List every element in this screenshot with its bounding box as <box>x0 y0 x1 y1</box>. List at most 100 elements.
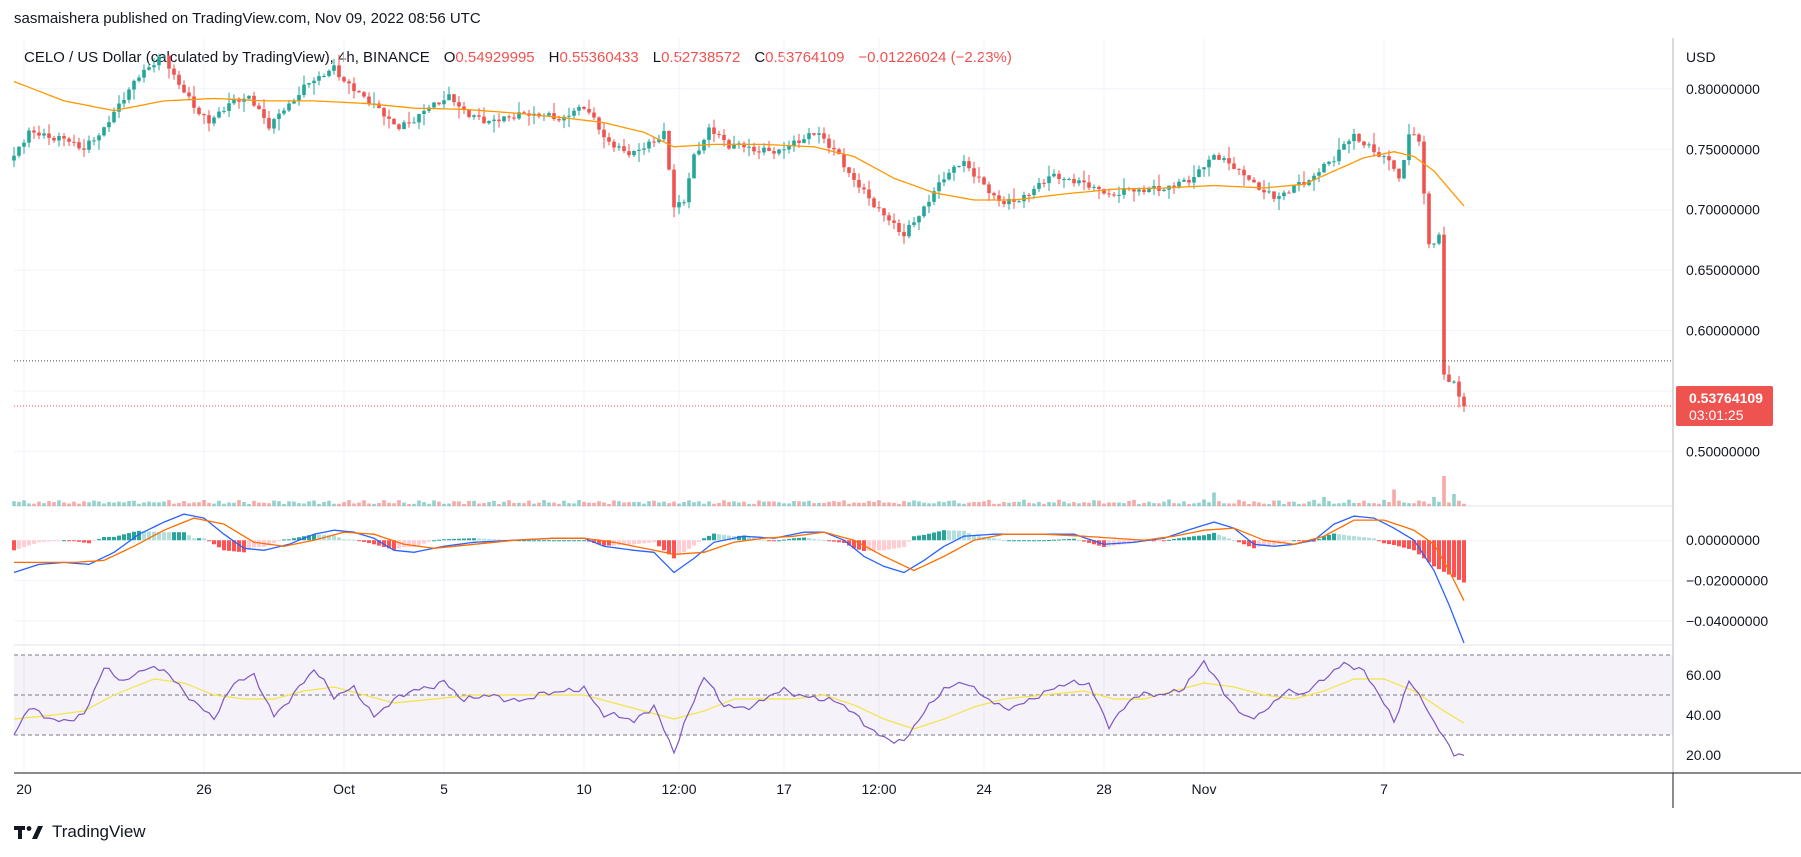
volume-bar <box>1327 501 1331 506</box>
candle <box>992 193 996 196</box>
candle <box>662 130 666 140</box>
symbol-name[interactable]: CELO / US Dollar (calculated by TradingV… <box>24 49 430 66</box>
candle <box>1247 175 1251 180</box>
candle <box>1442 234 1446 375</box>
volume-bar <box>497 503 501 506</box>
candle <box>1077 180 1081 184</box>
macd-hist-bar <box>632 540 636 545</box>
candle <box>747 146 751 148</box>
candle <box>472 115 476 117</box>
candle <box>342 77 346 82</box>
volume-bar <box>717 503 721 506</box>
macd-hist-bar <box>287 539 291 541</box>
candle <box>1412 134 1416 136</box>
volume-bar <box>452 501 456 506</box>
candle <box>1172 185 1176 187</box>
volume-bar <box>862 502 866 506</box>
candle <box>547 113 551 116</box>
footer-brand-label: TradingView <box>52 822 146 841</box>
macd-hist-bar <box>1017 540 1021 542</box>
macd-hist-bar <box>687 540 691 549</box>
volume-bar <box>972 501 976 506</box>
candle <box>1107 193 1111 195</box>
candle <box>152 65 156 68</box>
volume-bar <box>872 502 876 506</box>
moving-average <box>13 80 1465 207</box>
volume-bar <box>1397 500 1401 506</box>
candle <box>402 122 406 130</box>
macd-hist-bar <box>252 540 256 548</box>
macd-hist-bar <box>1087 540 1091 543</box>
candle <box>842 154 846 168</box>
macd-hist-bar <box>747 536 751 541</box>
candle <box>572 110 576 116</box>
macd-hist-bar <box>22 540 26 548</box>
candle <box>1032 188 1036 196</box>
change-value: −0.01226024 (−2.23%) <box>858 49 1012 66</box>
macd-hist-bar <box>1072 538 1076 541</box>
candle <box>772 151 776 154</box>
volume-bar <box>1212 492 1216 506</box>
macd-hist-bar <box>917 535 921 541</box>
volume-bar <box>1077 503 1081 506</box>
volume-bar <box>512 503 516 506</box>
macd-hist-bar <box>377 540 381 546</box>
macd-hist-bar <box>1182 537 1186 541</box>
macd-hist-bar <box>1377 540 1381 542</box>
macd-hist-bar <box>657 540 661 547</box>
candle <box>67 138 71 142</box>
candle <box>872 198 876 208</box>
volume-bar <box>707 501 711 506</box>
macd-hist-bar <box>1247 540 1251 547</box>
candle <box>362 92 366 97</box>
candle <box>562 116 566 121</box>
macd-hist-bar <box>77 540 81 542</box>
symbol-legend: CELO / US Dollar (calculated by TradingV… <box>24 49 1012 66</box>
volume-bar <box>977 502 981 506</box>
macd-hist-bar <box>1032 540 1036 542</box>
candle <box>652 141 656 143</box>
candle <box>42 133 46 136</box>
macd-hist-bar <box>1412 540 1416 551</box>
candle <box>1462 396 1466 407</box>
volume-bar <box>1292 501 1296 506</box>
footer-brand[interactable]: TradingView <box>14 822 146 842</box>
macd-hist-bar <box>447 539 451 541</box>
volume-bar <box>37 501 41 506</box>
volume-bar <box>997 503 1001 506</box>
volume-bar <box>457 501 461 506</box>
volume-bar <box>932 503 936 506</box>
macd-hist-bar <box>132 531 136 541</box>
currency-label: USD <box>1686 49 1716 65</box>
candle <box>1207 159 1211 168</box>
macd-hist-bar <box>1197 535 1201 541</box>
volume-bar <box>1262 503 1266 506</box>
macd-hist-bar <box>167 532 171 541</box>
volume-bar <box>1037 501 1041 506</box>
candle <box>617 146 621 148</box>
volume-bar <box>847 503 851 506</box>
rsi-tick-1: 40.00 <box>1686 707 1721 723</box>
macd-hist-bar <box>177 532 181 541</box>
macd-hist-bar <box>1207 534 1211 541</box>
volume-bar <box>722 500 726 506</box>
volume-bar <box>1457 500 1461 506</box>
candle <box>632 150 636 156</box>
macd-hist-bar <box>432 540 436 542</box>
candle <box>942 179 946 183</box>
candle <box>122 99 126 104</box>
volume-bar <box>347 500 351 506</box>
volume-bar <box>77 503 81 506</box>
candle <box>212 117 216 124</box>
macd-hist-bar <box>112 536 116 541</box>
volume-bar <box>332 503 336 506</box>
candle <box>1057 173 1061 180</box>
price-badge-value: 0.53764109 <box>1689 390 1763 406</box>
candle <box>1117 194 1121 196</box>
macd-hist-bar <box>1152 540 1156 542</box>
candle <box>422 110 426 114</box>
macd-hist-bar <box>352 539 356 541</box>
volume-bar <box>1222 503 1226 506</box>
volume-bar <box>117 501 121 506</box>
